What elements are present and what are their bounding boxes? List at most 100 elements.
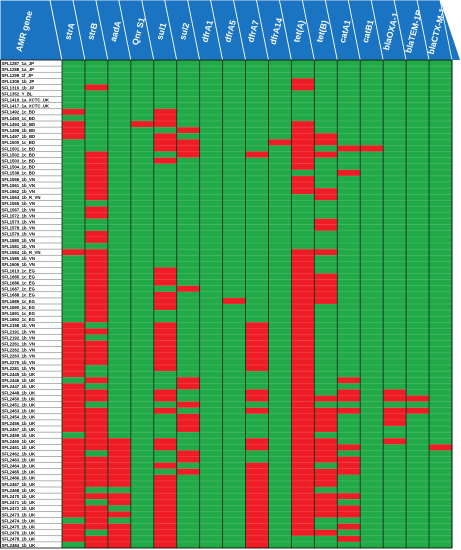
cell-absent: [360, 529, 384, 536]
cell-absent: [429, 66, 453, 73]
cell-absent: [176, 346, 200, 353]
cell-absent: [383, 511, 407, 518]
cell-present: [107, 468, 132, 475]
cell-absent: [176, 297, 200, 305]
cell-absent: [153, 78, 178, 85]
cell-present: [291, 297, 315, 305]
cell-absent: [245, 371, 269, 378]
cell-absent: [62, 541, 86, 549]
cell-absent: [130, 200, 155, 207]
cell-absent: [199, 474, 223, 482]
cell-absent: [130, 157, 155, 164]
cell-absent: [383, 102, 407, 109]
cell-present: [291, 340, 315, 347]
cell-absent: [429, 175, 453, 183]
cell-absent: [291, 230, 315, 238]
cell-absent: [176, 249, 200, 256]
cell-absent: [337, 304, 361, 311]
strain-label: SFL2263_1b_VN: [2, 354, 35, 359]
cell-absent: [314, 175, 338, 183]
cell-absent: [199, 413, 223, 421]
cell-absent: [62, 224, 86, 231]
cell-absent: [383, 462, 407, 469]
cell-absent: [314, 206, 338, 213]
cell-absent: [130, 206, 155, 213]
cell-absent: [62, 261, 86, 268]
cell-absent: [268, 456, 292, 463]
cell-absent: [153, 182, 178, 189]
cell-absent: [199, 352, 223, 360]
cell-present: [314, 224, 338, 231]
cell-absent: [222, 169, 246, 177]
cell-absent: [153, 175, 178, 183]
cell-present: [176, 456, 200, 463]
cell-absent: [107, 114, 132, 122]
cell-absent: [153, 261, 178, 268]
strain-label: SFL2475_1b_UK: [2, 524, 37, 529]
cell-absent: [222, 96, 246, 103]
cell-absent: [268, 541, 292, 549]
cell-absent: [360, 230, 384, 238]
cell-absent: [107, 426, 132, 433]
strain-label: SFL2451_1b_UK: [2, 402, 37, 407]
cell-absent: [337, 297, 361, 305]
cell-present: [84, 188, 109, 195]
cell-absent: [360, 371, 384, 378]
cell-present: [291, 523, 315, 530]
cell-absent: [314, 541, 338, 549]
cell-absent: [268, 529, 292, 536]
cell-present: [84, 413, 109, 421]
cell-absent: [222, 487, 246, 494]
cell-absent: [360, 517, 384, 524]
cell-absent: [406, 194, 430, 201]
cell-absent: [314, 121, 338, 128]
cell-absent: [337, 108, 361, 116]
cell-absent: [176, 114, 200, 122]
cell-present: [130, 121, 155, 128]
cell-absent: [130, 297, 155, 305]
cell-absent: [429, 96, 453, 103]
cell-present: [406, 395, 430, 402]
cell-present: [314, 468, 338, 475]
cell-absent: [130, 316, 155, 323]
cell-present: [314, 419, 338, 427]
cell-present: [337, 505, 361, 512]
cell-absent: [314, 72, 338, 79]
cell-absent: [130, 224, 155, 231]
cell-present: [62, 493, 86, 500]
cell-present: [291, 84, 315, 91]
strain-label: SFL1316_1b_JP: [2, 85, 35, 90]
cell-present: [245, 468, 269, 475]
cell-present: [337, 407, 361, 414]
cell-absent: [84, 139, 109, 146]
cell-absent: [199, 389, 223, 396]
strain-label: SFL1690_1c_EG: [2, 305, 36, 310]
cell-absent: [222, 261, 246, 268]
cell-present: [62, 395, 86, 402]
cell-absent: [291, 114, 315, 122]
cell-present: [62, 438, 86, 445]
cell-absent: [406, 358, 430, 366]
cell-absent: [383, 218, 407, 225]
cell-present: [62, 413, 86, 421]
cell-absent: [383, 285, 407, 292]
cell-present: [337, 444, 361, 451]
cell-absent: [360, 334, 384, 341]
cell-absent: [199, 480, 223, 488]
strain-label: SFL2464_1b_UK: [2, 463, 37, 468]
strain-label: SFL1287_1a_JP: [2, 61, 35, 66]
cell-absent: [222, 328, 246, 335]
cell-present: [62, 535, 86, 543]
cell-absent: [429, 169, 453, 177]
cell-absent: [107, 383, 132, 390]
cell-absent: [360, 236, 384, 244]
cell-absent: [222, 541, 246, 549]
cell-present: [268, 139, 292, 146]
strain-label: SFL1497_1b_BD: [2, 134, 36, 139]
cell-absent: [314, 102, 338, 109]
cell-absent: [245, 383, 269, 390]
cell-absent: [245, 249, 269, 256]
cell-absent: [130, 255, 155, 262]
cell-absent: [107, 401, 132, 408]
cell-absent: [337, 285, 361, 292]
